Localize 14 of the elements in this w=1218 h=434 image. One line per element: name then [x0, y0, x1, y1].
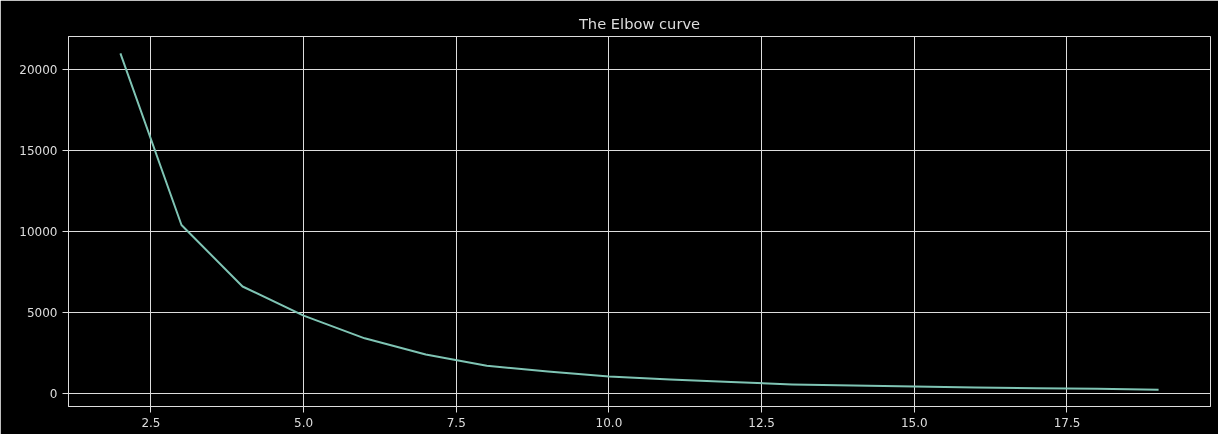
y-tick-label: 5000: [26, 305, 58, 320]
x-tick-label: 17.5: [1053, 415, 1081, 430]
y-tick-label: 10000: [19, 224, 58, 239]
chart-title: The Elbow curve: [577, 14, 701, 32]
line-series: [119, 52, 1160, 391]
x-tick-label: 5.0: [294, 415, 314, 430]
y-tick-label: 15000: [19, 144, 58, 158]
y-tick-label: 20000: [19, 63, 58, 78]
x-tick-label: 15.0: [900, 415, 928, 430]
x-tick-label: 7.5: [446, 415, 466, 430]
x-tick-label: 12.5: [748, 415, 775, 430]
x-tick-label: 10.0: [595, 415, 623, 430]
y-tick-label: 0: [49, 386, 58, 401]
x-tick-label: 2.5: [141, 415, 161, 430]
